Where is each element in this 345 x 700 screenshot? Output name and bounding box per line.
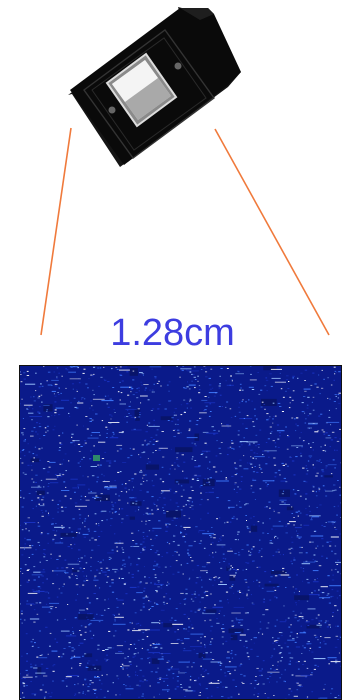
- screw-icon: [108, 106, 116, 114]
- screw-icon: [174, 62, 182, 70]
- dimension-label: 1.28cm: [110, 312, 235, 354]
- sensor-module-body: [68, 7, 241, 167]
- leader-line-left: [40, 127, 72, 336]
- sensor-module-illustration: [40, 7, 330, 336]
- leader-line-right: [214, 128, 330, 336]
- sensor-noise-image: [19, 365, 342, 700]
- sensor-image-noise: [19, 365, 342, 700]
